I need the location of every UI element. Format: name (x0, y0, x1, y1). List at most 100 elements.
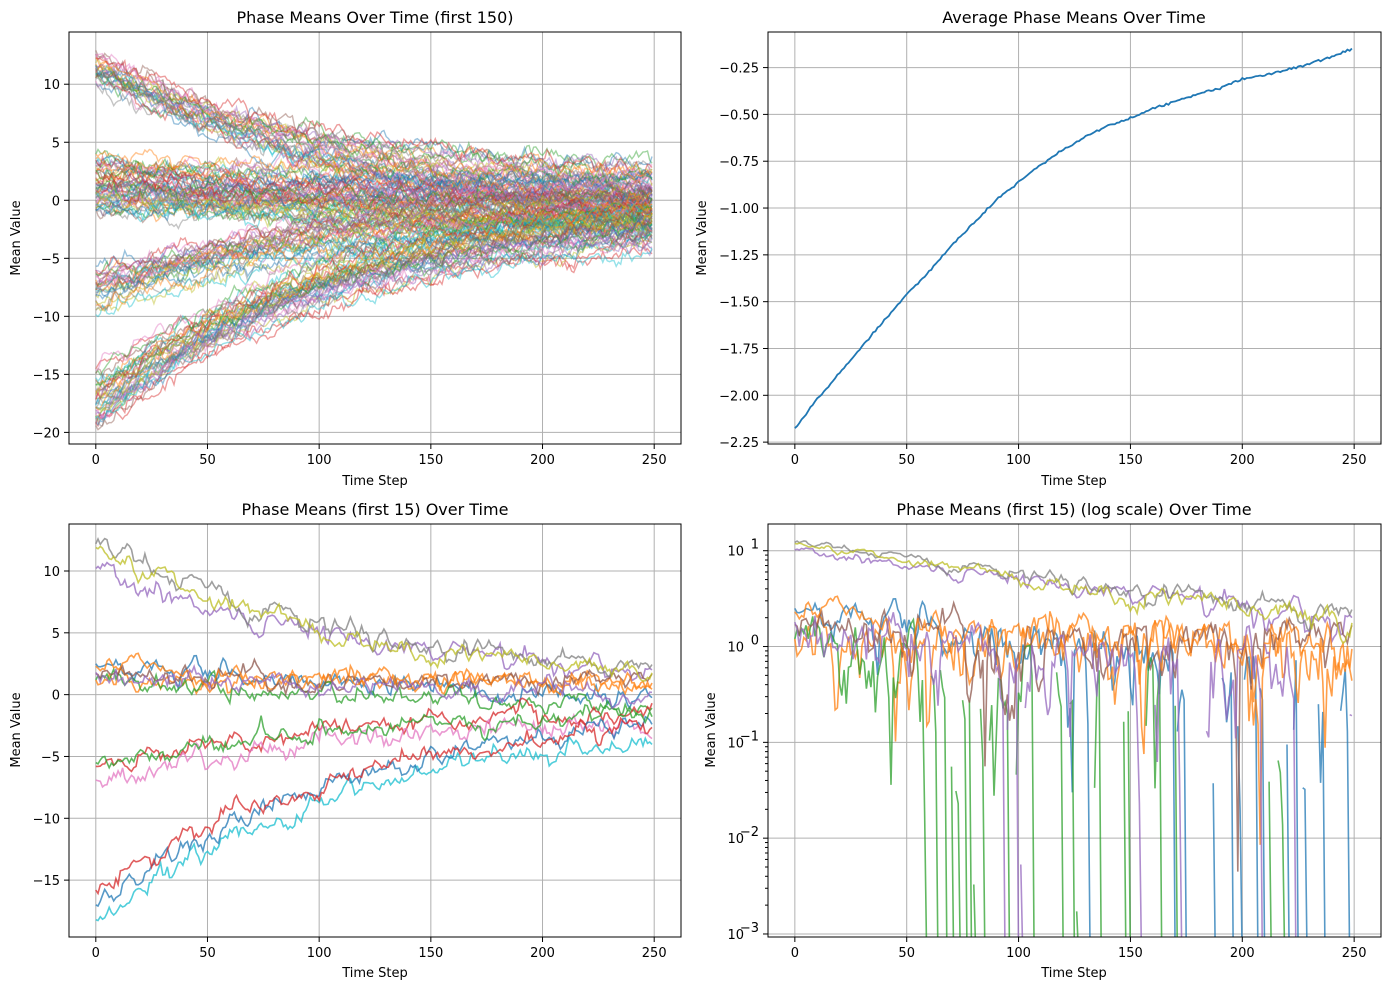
series-line (95, 65, 653, 223)
series-line (95, 194, 653, 275)
average-line (794, 47, 1353, 429)
chart-title: Phase Means (first 15) Over Time (242, 500, 509, 519)
series-line (95, 159, 653, 197)
series-line (95, 200, 653, 289)
series-line (95, 71, 653, 209)
y-tick-exponent: 1 (751, 538, 759, 553)
series-line (95, 196, 653, 223)
series-line (95, 214, 653, 409)
series-line (95, 212, 653, 318)
x-tick-label: 100 (1006, 946, 1031, 961)
x-tick-label: 0 (92, 946, 100, 961)
y-tick-label: −2.25 (719, 436, 759, 451)
y-tick-label: −20 (33, 426, 60, 441)
y-tick-label: 0 (52, 689, 60, 704)
series-line (95, 165, 653, 218)
y-tick-label: −5 (41, 750, 60, 765)
y-ticks: 10 110 010−110−210−3 (727, 538, 768, 943)
series-line (794, 540, 1353, 633)
series-line (95, 190, 653, 239)
series-line (95, 213, 653, 379)
series-line (95, 185, 653, 218)
y-tick-label: 10 (727, 928, 744, 943)
series-line (95, 50, 653, 209)
series-line (95, 215, 653, 293)
series-line (95, 186, 653, 245)
series-line (95, 219, 653, 385)
series-line (95, 537, 653, 678)
series-line (95, 70, 653, 184)
series-line (95, 177, 653, 285)
series-line (95, 715, 653, 908)
series-line (95, 195, 653, 395)
y-tick-exponent: −2 (740, 825, 759, 840)
y-tick-label: 10 (727, 641, 744, 656)
chart-title: Phase Means (first 15) (log scale) Over … (896, 500, 1251, 519)
gridlines (69, 32, 681, 444)
series-line (95, 178, 653, 226)
series-line (95, 184, 653, 216)
series-line (95, 183, 653, 299)
series-line (95, 221, 653, 387)
series-line (95, 199, 653, 243)
series-line (95, 242, 653, 424)
series-line (95, 219, 653, 370)
series-line (95, 64, 653, 216)
series-line (95, 205, 653, 286)
series-line (95, 70, 653, 179)
series-line (95, 188, 653, 312)
y-tick-label: −0.25 (719, 62, 759, 77)
series-line (95, 248, 653, 421)
series-line (95, 198, 653, 238)
series-line (95, 168, 653, 235)
x-axis-label: Time Step (1040, 966, 1107, 981)
series-line (95, 52, 653, 196)
series-line (95, 57, 653, 181)
series-line (95, 157, 653, 234)
series-line (95, 176, 653, 209)
series-lines (794, 540, 1353, 937)
series-line (95, 60, 653, 216)
series-line (95, 204, 653, 234)
series-line (95, 168, 653, 210)
series-line (95, 53, 653, 188)
series-line (95, 148, 653, 231)
series-line (95, 160, 653, 198)
series-line (95, 209, 653, 431)
y-tick-exponent: 0 (751, 634, 759, 649)
x-axis-label: Time Step (1040, 474, 1107, 489)
series-line (95, 65, 653, 181)
x-tick-label: 150 (418, 453, 443, 468)
series-line (95, 219, 653, 405)
series-line (95, 180, 653, 214)
x-tick-label: 0 (92, 453, 100, 468)
x-tick-label: 100 (1006, 453, 1031, 468)
series-line (95, 188, 653, 291)
y-tick-label: −15 (33, 368, 60, 383)
y-ticks: 10 5 0 −5 −10 −15 (33, 565, 69, 889)
series-line (95, 63, 653, 208)
series-line (95, 663, 653, 696)
series-lines (95, 537, 653, 922)
series-line (95, 174, 653, 227)
series-line (95, 237, 653, 386)
series-line (95, 712, 653, 789)
series-line (794, 611, 1353, 845)
series-line (95, 229, 653, 428)
series-line (95, 72, 653, 174)
series-line (95, 65, 653, 212)
series-line (95, 168, 653, 200)
x-ticks: 0 50 100 150 200 250 (791, 937, 1367, 961)
series-line (95, 57, 653, 187)
panel-average-phase-means: 0 50 100 150 200 250 −0.25 −0.50 −0.75 −1.00 −1.2… (695, 8, 1382, 489)
series-lines (794, 47, 1353, 429)
series-line (95, 208, 653, 397)
x-tick-label: 0 (791, 453, 799, 468)
series-line (95, 203, 653, 277)
series-line (95, 79, 653, 195)
y-tick-label: −15 (33, 874, 60, 889)
series-line (95, 216, 653, 392)
series-line (95, 157, 653, 189)
y-tick-label: −1.25 (719, 249, 759, 264)
series-line (95, 218, 653, 419)
